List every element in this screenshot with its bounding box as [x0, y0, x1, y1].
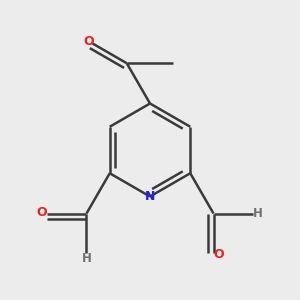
Text: O: O	[83, 35, 94, 49]
Text: H: H	[253, 207, 263, 220]
Text: N: N	[145, 190, 155, 203]
Text: H: H	[82, 252, 92, 265]
Text: O: O	[213, 248, 224, 261]
Text: O: O	[37, 206, 47, 219]
